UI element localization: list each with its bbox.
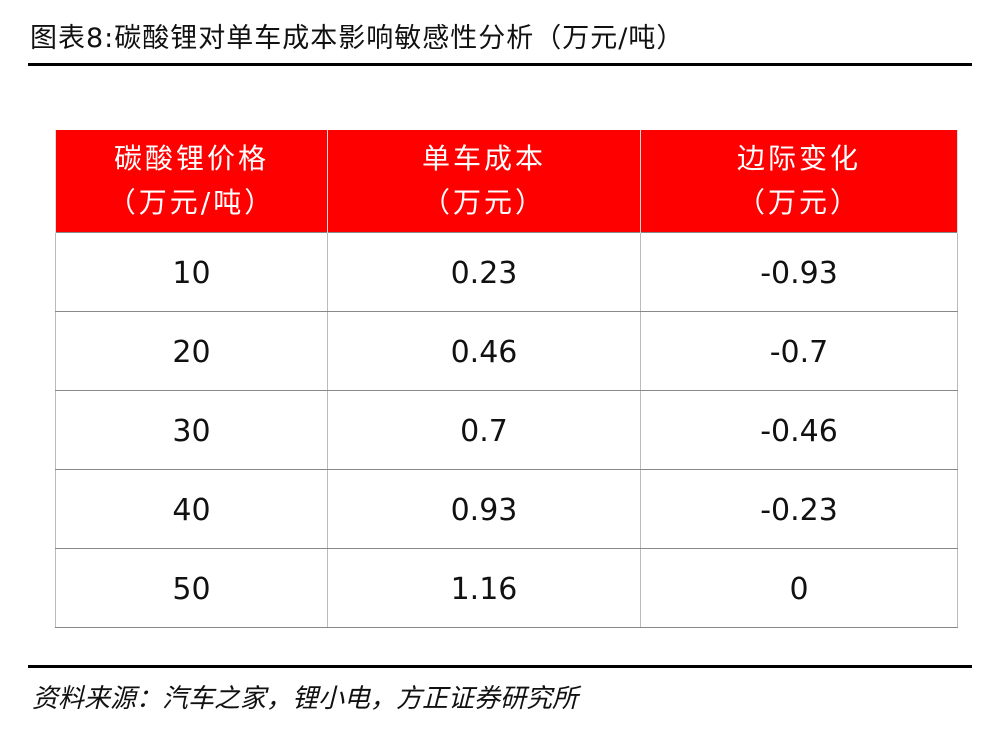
table-cell: -0.23 — [640, 469, 958, 549]
table-cell: 30 — [55, 390, 328, 470]
table-row: 40 0.93 -0.23 — [55, 469, 958, 549]
table-cell: 0 — [640, 548, 958, 628]
table-cell: 40 — [55, 469, 328, 549]
header-line: （万元） — [736, 186, 861, 219]
table-row: 30 0.7 -0.46 — [55, 390, 958, 470]
table-cell: 0.46 — [327, 311, 641, 391]
table-cell: -0.46 — [640, 390, 958, 470]
table-cell: 50 — [55, 548, 328, 628]
table-cell: 1.16 — [327, 548, 641, 628]
table-row: 50 1.16 0 — [55, 548, 958, 628]
title: 图表8:碳酸锂对单车成本影响敏感性分析（万元/吨） — [30, 23, 685, 54]
source-note: 资料来源：汽车之家，锂小电，方正证券研究所 — [32, 684, 579, 714]
header-line: （万元） — [421, 186, 546, 219]
table-cell: 0.7 — [327, 390, 641, 470]
table-cell: 0.23 — [327, 232, 641, 312]
table-cell: 0.93 — [327, 469, 641, 549]
column-header: 边际变化 （万元） — [640, 130, 958, 233]
column-header: 碳酸锂价格 （万元/吨） — [55, 130, 328, 233]
table-cell: 10 — [55, 232, 328, 312]
table-body: 10 0.23 -0.93 20 0.46 -0.7 30 0.7 -0.46 40 0.93 -0.… — [55, 232, 958, 628]
column-header: 单车成本 （万元） — [327, 130, 641, 233]
header-line: 单车成本 — [421, 142, 546, 175]
table-cell: 20 — [55, 311, 328, 391]
footer-rule — [28, 665, 972, 668]
table-cell: -0.7 — [640, 311, 958, 391]
table-row: 20 0.46 -0.7 — [55, 311, 958, 391]
header-row: 碳酸锂价格 （万元/吨） 单车成本 （万元） 边际变化 （万元） — [55, 130, 958, 233]
title-rule — [28, 63, 972, 66]
table-cell: -0.93 — [640, 232, 958, 312]
header-line: 边际变化 — [736, 142, 861, 175]
header-line: （万元/吨） — [107, 186, 276, 219]
table-row: 10 0.23 -0.93 — [55, 232, 958, 312]
data-table: 碳酸锂价格 （万元/吨） 单车成本 （万元） 边际变化 （万元） 10 0.23 -0.93 2… — [55, 130, 958, 628]
header-line: 碳酸锂价格 — [113, 142, 269, 175]
